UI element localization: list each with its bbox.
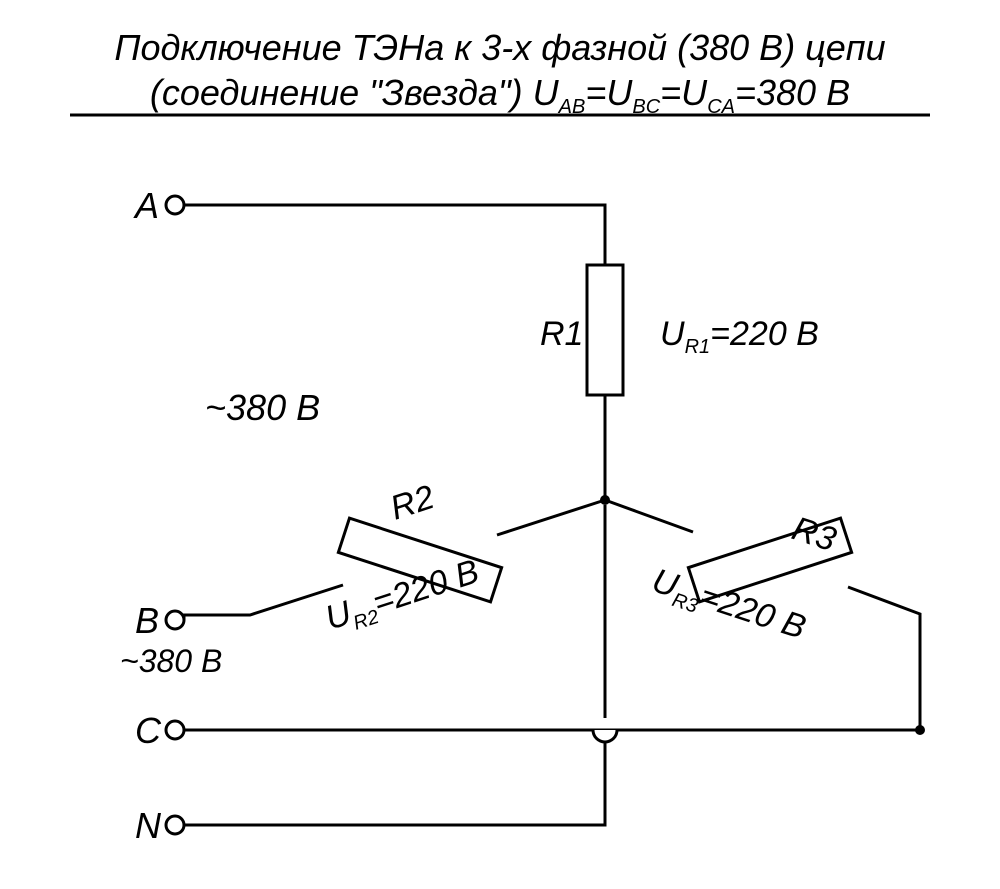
label-r1-value: UR1=220 В xyxy=(660,315,819,358)
title-line-2: (соединение "Звезда") UAB=UBC=UCA=380 В xyxy=(150,72,850,118)
label-r2-name: R2 xyxy=(386,478,439,528)
label-380v-left: ~380 В xyxy=(205,387,320,428)
circuit-diagram: Подключение ТЭНа к 3-х фазной (380 В) це… xyxy=(0,0,1000,889)
title-line-1: Подключение ТЭНа к 3-х фазной (380 В) це… xyxy=(114,27,885,68)
label-r1-name: R1 xyxy=(540,315,583,353)
label-terminal-n: N xyxy=(135,805,162,846)
wire-hop xyxy=(593,730,617,742)
label-terminal-a: A xyxy=(133,185,159,226)
label-terminal-b-note: ~380 В xyxy=(120,643,222,679)
label-terminal-b: B xyxy=(135,600,159,641)
label-terminal-c: C xyxy=(135,710,162,751)
star-center-node xyxy=(600,495,610,505)
